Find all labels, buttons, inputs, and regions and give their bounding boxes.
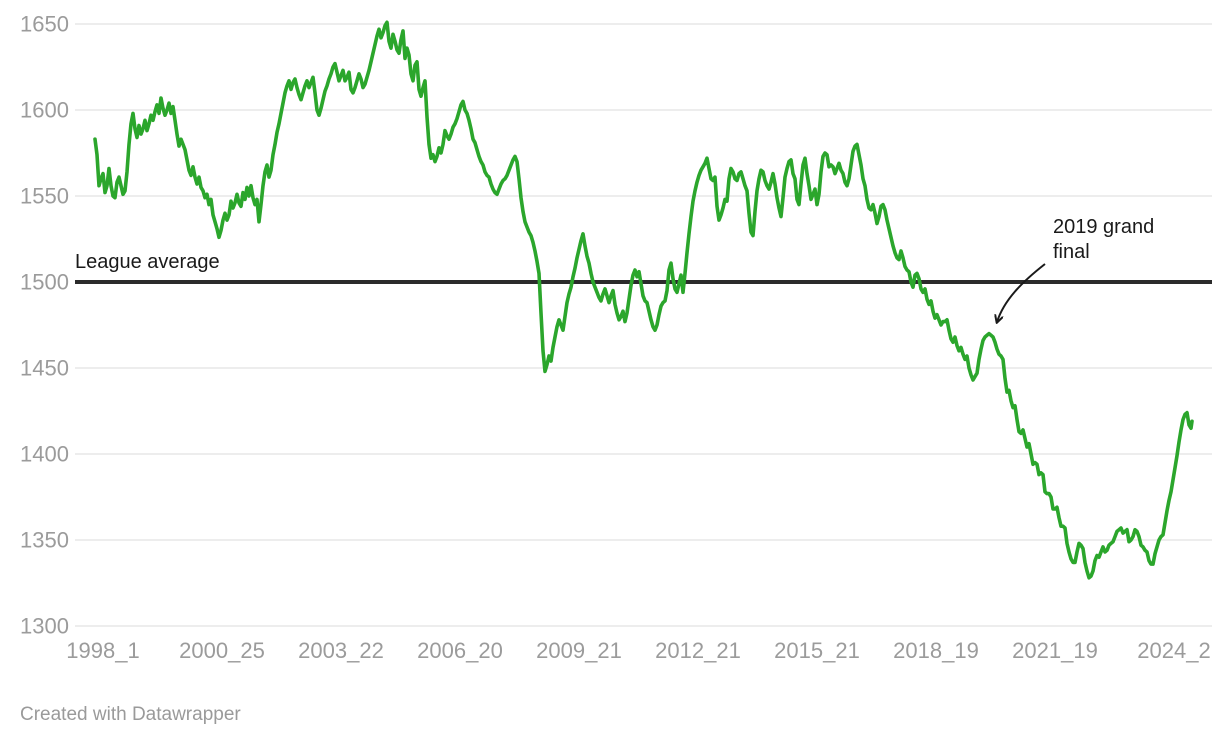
- x-tick-label: 2018_19: [893, 638, 979, 663]
- x-tick-label: 2006_20: [417, 638, 503, 663]
- annotation-text: final: [1053, 241, 1090, 263]
- y-tick-label: 1500: [20, 270, 69, 295]
- y-tick-label: 1400: [20, 442, 69, 467]
- x-tick-label: 1998_1: [66, 638, 139, 663]
- annotation-arrow: [997, 263, 1046, 322]
- y-tick-label: 1650: [20, 12, 69, 37]
- league-average-label: League average: [75, 251, 220, 273]
- x-tick-label: 2024_2: [1137, 638, 1210, 663]
- x-tick-label: 2009_21: [536, 638, 622, 663]
- annotation-text: 2019 grand: [1053, 216, 1154, 238]
- x-tick-label: 2021_19: [1012, 638, 1098, 663]
- x-tick-label: 2003_22: [298, 638, 384, 663]
- y-tick-label: 1450: [20, 356, 69, 381]
- datawrapper-attribution-link[interactable]: Created with Datawrapper: [20, 704, 241, 725]
- elo-rating-chart: 1300 1350 1400 1450 1500 1550 1600 1650 1998_1 20…: [20, 12, 1212, 663]
- y-tick-label: 1550: [20, 184, 69, 209]
- x-tick-label: 2012_21: [655, 638, 741, 663]
- y-tick-label: 1300: [20, 614, 69, 639]
- y-tick-label: 1350: [20, 528, 69, 553]
- elo-line: [93, 20, 1194, 580]
- y-tick-label: 1600: [20, 98, 69, 123]
- x-tick-label: 2015_21: [774, 638, 860, 663]
- x-tick-label: 2000_25: [179, 638, 265, 663]
